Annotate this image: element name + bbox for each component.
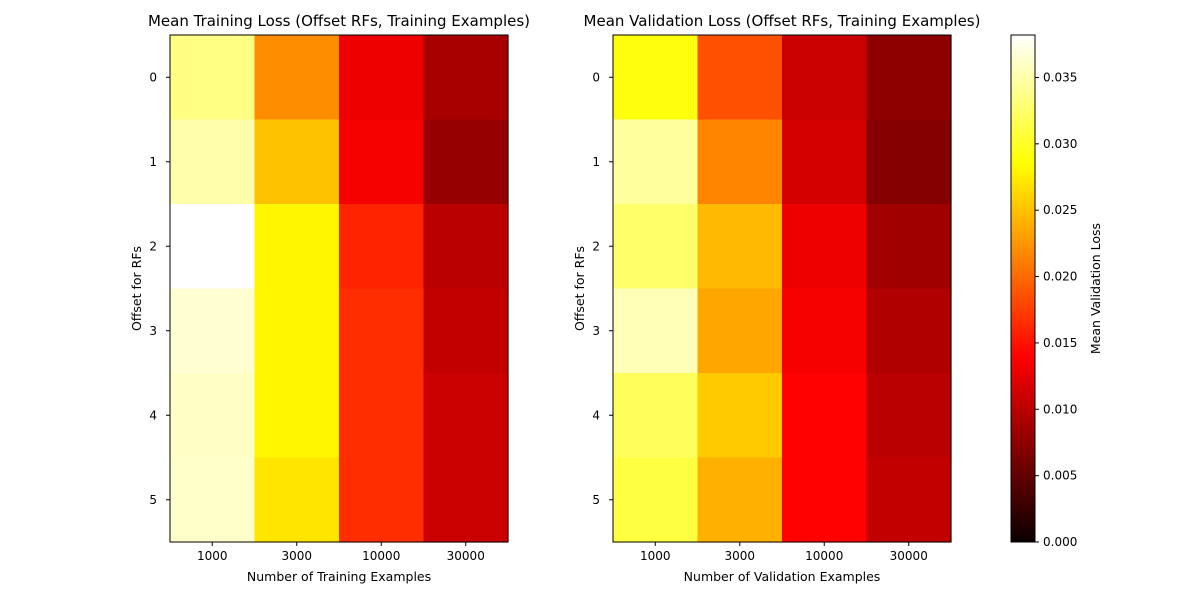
- heatmap-cell: [254, 35, 340, 121]
- heatmap-cell: [697, 204, 783, 290]
- colorbar-tick-label: 0.010: [1043, 402, 1077, 416]
- heatmap-cell: [254, 288, 340, 374]
- y-tick-label: 4: [149, 408, 157, 422]
- x-tick-label: 10000: [805, 549, 843, 563]
- x-tick-label: 1000: [197, 549, 228, 563]
- colorbar-label: Mean Validation Loss: [1088, 223, 1103, 354]
- chart-title: Mean Validation Loss (Offset RFs, Traini…: [584, 12, 981, 30]
- validation-loss-heatmap: 1000 3000 10000 30000 0 1 2 3 4 5 Mean Validation …: [572, 12, 980, 584]
- x-tick-label: 30000: [890, 549, 928, 563]
- heatmap-cell: [697, 35, 783, 121]
- colorbar: 0.000 0.005 0.010 0.015 0.020 0.025 0.030 0.035…: [1010, 34, 1103, 549]
- heatmap-cell: [170, 35, 256, 121]
- heatmap-cell: [254, 373, 340, 459]
- y-tick-label: 0: [149, 70, 157, 84]
- y-tick-label: 2: [149, 239, 157, 253]
- chart-title: Mean Training Loss (Offset RFs, Training…: [148, 12, 530, 30]
- heatmap-cell: [170, 457, 256, 543]
- heatmap-cell: [339, 204, 425, 290]
- x-axis-label: Number of Validation Examples: [684, 569, 881, 584]
- y-tick-label: 4: [592, 408, 600, 422]
- x-tick-label: 3000: [724, 549, 755, 563]
- heatmap-cell: [782, 119, 868, 205]
- y-tick-label: 5: [149, 493, 157, 507]
- heatmap-cell: [866, 119, 952, 205]
- colorbar-tick-label: 0.035: [1043, 70, 1077, 84]
- heatmap-cell: [339, 119, 425, 205]
- heatmap-cell: [613, 373, 699, 459]
- colorbar-tick-label: 0.025: [1043, 203, 1077, 217]
- heatmap-cell: [613, 457, 699, 543]
- y-axis-label: Offset for RFs: [129, 246, 144, 331]
- heatmap-cell: [697, 288, 783, 374]
- heatmap-cell: [339, 457, 425, 543]
- y-tick-label: 3: [149, 324, 157, 338]
- x-axis-label: Number of Training Examples: [247, 569, 431, 584]
- colorbar-tick-label: 0.030: [1043, 137, 1077, 151]
- colorbar-tick-label: 0.015: [1043, 336, 1077, 350]
- heatmap-cell: [339, 373, 425, 459]
- heatmap-cell: [170, 204, 256, 290]
- heatmap-cell: [782, 288, 868, 374]
- colorbar-gradient: [1011, 35, 1035, 542]
- y-tick-label: 5: [592, 493, 600, 507]
- plot-frame: [169, 34, 509, 543]
- heatmap-cell: [613, 288, 699, 374]
- heatmap-cell: [339, 35, 425, 121]
- heatmap-cell: [170, 288, 256, 374]
- y-axis-label: Offset for RFs: [572, 246, 587, 331]
- x-tick-label: 30000: [447, 549, 485, 563]
- colorbar-tick-label: 0.020: [1043, 270, 1077, 284]
- heatmap-cell: [339, 288, 425, 374]
- heatmap-cell: [170, 373, 256, 459]
- colorbar-frame: [1010, 34, 1036, 543]
- heatmap-cell: [613, 204, 699, 290]
- heatmap-cell: [423, 119, 509, 205]
- heatmap-cell: [423, 457, 509, 543]
- colorbar-tick-label: 0.000: [1043, 535, 1077, 549]
- heatmap-cell: [254, 457, 340, 543]
- x-tick-label: 10000: [362, 549, 400, 563]
- colorbar-tick-label: 0.005: [1043, 469, 1077, 483]
- y-tick-label: 0: [592, 70, 600, 84]
- heatmap-cell: [782, 373, 868, 459]
- heatmap-cell: [866, 288, 952, 374]
- heatmap-cell: [866, 373, 952, 459]
- y-tick-label: 1: [149, 155, 157, 169]
- heatmap-cell: [866, 35, 952, 121]
- y-tick-label: 1: [592, 155, 600, 169]
- y-tick-label: 2: [592, 239, 600, 253]
- heatmap-cell: [782, 35, 868, 121]
- x-tick-label: 1000: [640, 549, 671, 563]
- heatmap-cell: [423, 204, 509, 290]
- training-loss-heatmap: 1000 3000 10000 30000 0 1 2 3 4 5 Mean Training Lo…: [129, 12, 530, 584]
- heatmap-cell: [613, 35, 699, 121]
- heatmap-cell: [254, 204, 340, 290]
- plot-frame: [612, 34, 952, 543]
- heatmap-cell: [423, 35, 509, 121]
- heatmap-cell: [866, 457, 952, 543]
- heatmap-cell: [254, 119, 340, 205]
- heatmap-cell: [613, 119, 699, 205]
- heatmap-cell: [782, 457, 868, 543]
- y-tick-label: 3: [592, 324, 600, 338]
- heatmap-cell: [170, 119, 256, 205]
- heatmap-cell: [423, 373, 509, 459]
- heatmap-cell: [697, 457, 783, 543]
- heatmap-cell: [697, 119, 783, 205]
- x-tick-label: 3000: [281, 549, 312, 563]
- heatmap-cell: [866, 204, 952, 290]
- heatmap-cell: [782, 204, 868, 290]
- heatmap-cell: [697, 373, 783, 459]
- heatmap-cell: [423, 288, 509, 374]
